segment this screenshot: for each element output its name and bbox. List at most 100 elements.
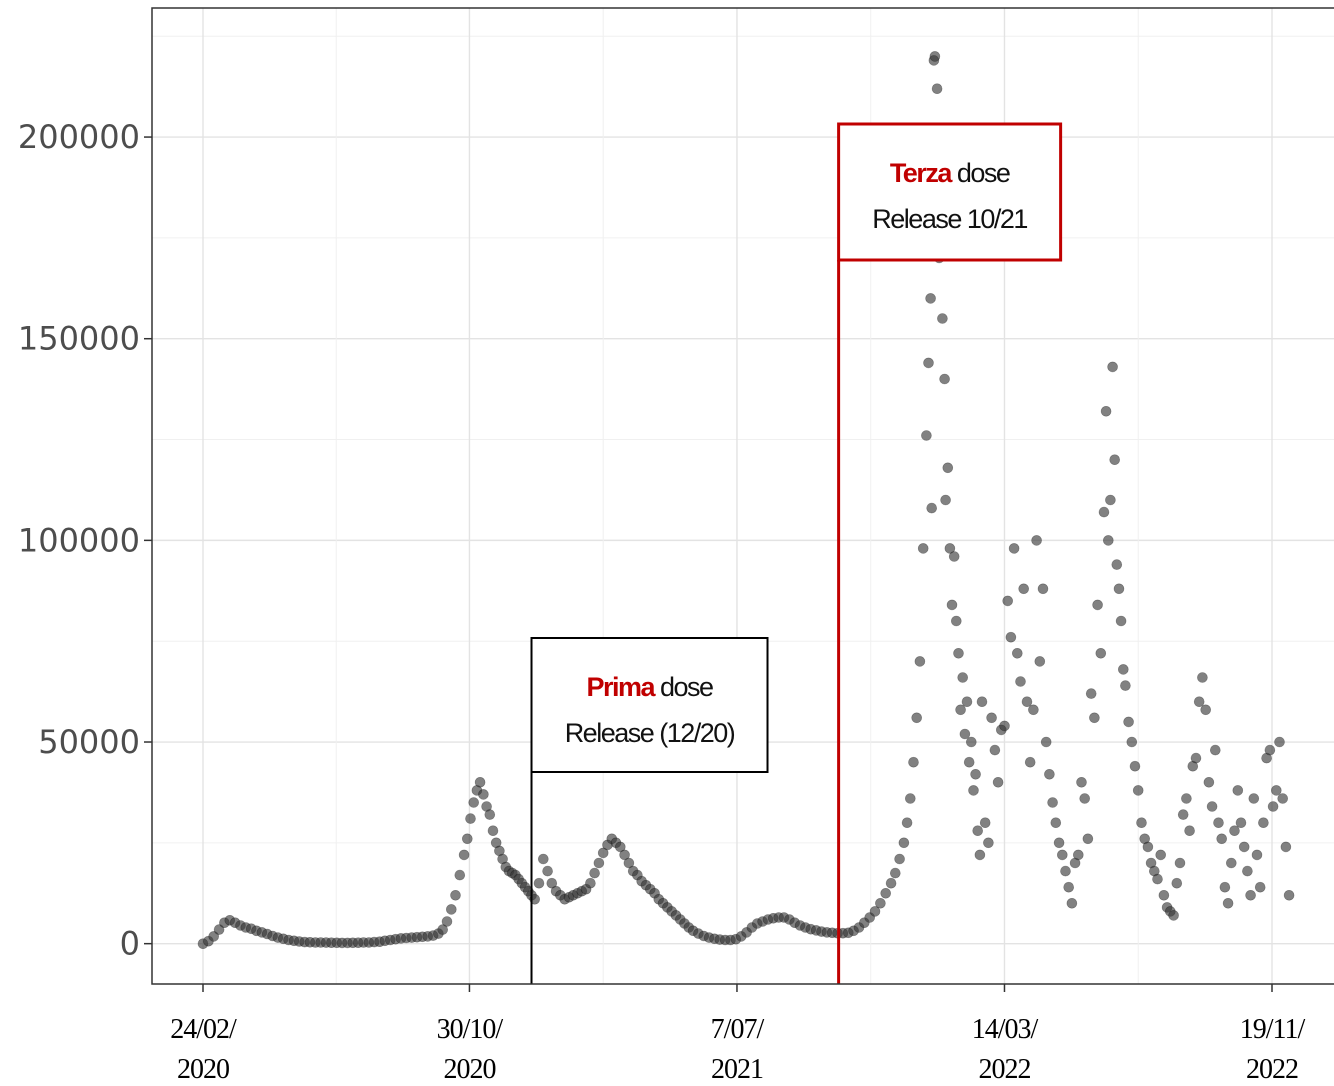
data-point	[537, 853, 549, 865]
x-tick-label-day: 19/11/	[1240, 1014, 1306, 1045]
data-point	[1008, 543, 1020, 554]
data-point	[911, 712, 923, 724]
data-point	[1057, 849, 1068, 861]
data-point	[1018, 583, 1030, 595]
data-point	[925, 293, 936, 304]
data-point	[1115, 615, 1127, 627]
y-axis: 0 50000 100000 150000 200000	[18, 118, 152, 963]
plot-area	[152, 8, 1334, 984]
x-tick-label-year: 2020	[177, 1054, 229, 1085]
x-tick-label-year: 2021	[711, 1054, 763, 1085]
data-point	[885, 877, 897, 889]
data-point	[1238, 841, 1250, 853]
data-point	[953, 647, 964, 659]
annotation-box-terza	[837, 122, 1063, 262]
data-point	[1181, 793, 1192, 804]
data-point	[1152, 873, 1163, 885]
data-point	[1248, 793, 1260, 804]
data-point	[939, 373, 950, 385]
data-point	[1066, 897, 1078, 909]
data-point	[597, 847, 609, 859]
data-point	[1044, 768, 1055, 780]
x-tick-label-day: 24/02/	[170, 1014, 237, 1045]
data-point	[1155, 849, 1166, 861]
y-tick-label: 0	[120, 925, 140, 963]
data-point	[1060, 865, 1071, 877]
data-point	[1267, 801, 1279, 812]
data-point	[1203, 776, 1215, 788]
data-point	[1258, 817, 1269, 829]
data-point	[1216, 833, 1227, 845]
data-point	[992, 776, 1004, 788]
data-point	[445, 904, 457, 915]
data-point	[1107, 361, 1118, 373]
data-point	[1015, 676, 1026, 687]
y-tick-label: 50000	[38, 723, 140, 761]
data-point	[589, 867, 600, 879]
data-point	[1111, 559, 1123, 570]
data-point	[1040, 736, 1052, 748]
data-point	[1177, 809, 1189, 820]
data-point	[965, 736, 977, 748]
data-point	[974, 849, 986, 861]
plot-border	[151, 7, 1334, 985]
y-tick-label: 100000	[18, 521, 140, 559]
data-point	[1011, 647, 1023, 659]
data-point	[937, 313, 948, 324]
data-point	[923, 357, 934, 369]
data-point	[1168, 910, 1179, 921]
data-point	[1222, 897, 1234, 909]
data-point	[1113, 583, 1125, 595]
data-point	[1085, 688, 1097, 699]
data-point	[1047, 797, 1058, 808]
data-point	[946, 599, 958, 611]
data-point	[989, 744, 1001, 756]
data-point	[441, 916, 453, 927]
data-point	[465, 813, 476, 824]
data-point	[1174, 857, 1186, 869]
x-tick-label-year: 2022	[978, 1054, 1030, 1085]
data-point	[450, 889, 461, 901]
data-point	[1076, 776, 1087, 788]
data-point	[1190, 752, 1202, 764]
x-axis: 24/02/2020 30/10/2020 7/07/2021 14/03/2022 1…	[170, 984, 1306, 1085]
data-point	[1264, 744, 1276, 756]
data-point	[1034, 656, 1046, 667]
data-point	[999, 720, 1010, 732]
data-point	[908, 756, 919, 768]
data-point	[461, 833, 473, 845]
data-point	[1028, 704, 1039, 716]
data-point	[1245, 889, 1256, 901]
data-point	[1193, 696, 1205, 708]
data-point	[208, 931, 219, 942]
data-point	[955, 704, 966, 716]
data-point	[1132, 785, 1144, 796]
annotation-highlight-prima: Prima	[586, 672, 656, 702]
data-point	[1235, 817, 1247, 829]
data-point	[869, 906, 881, 917]
data-point	[979, 817, 991, 829]
data-point	[1095, 647, 1107, 659]
x-tick-label-day: 30/10/	[437, 1014, 504, 1045]
data-point	[1226, 857, 1237, 869]
data-point	[1073, 849, 1084, 861]
data-point	[1158, 889, 1170, 901]
data-point	[875, 897, 886, 909]
data-point	[972, 825, 984, 837]
data-point	[1129, 760, 1141, 772]
data-point	[1142, 841, 1154, 853]
data-point	[546, 877, 558, 889]
data-point	[585, 877, 596, 889]
data-point	[619, 849, 630, 861]
data-point	[1021, 696, 1033, 708]
data-point	[1100, 405, 1112, 417]
data-point	[880, 887, 892, 899]
data-point	[1200, 704, 1211, 716]
data-point	[1118, 664, 1129, 675]
data-point	[986, 712, 997, 724]
data-point	[898, 837, 910, 849]
data-point	[929, 51, 941, 62]
data-point	[1053, 837, 1065, 849]
data-point	[1092, 599, 1103, 611]
data-point	[593, 857, 605, 869]
